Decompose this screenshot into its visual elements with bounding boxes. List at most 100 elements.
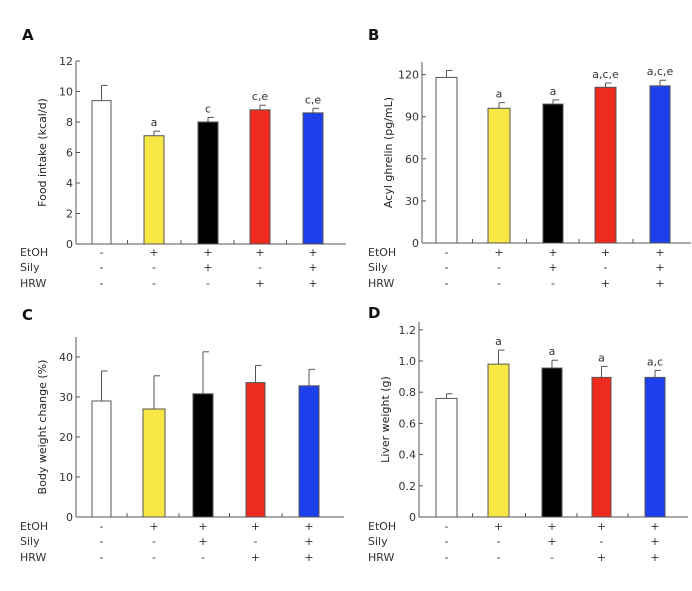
- bar: [487, 363, 510, 518]
- treatment-mark: -: [445, 261, 449, 274]
- y-tick-label: 1.2: [399, 324, 417, 337]
- treatment-mark: +: [308, 246, 317, 259]
- treatment-mark: -: [600, 535, 604, 548]
- bar: [142, 408, 166, 518]
- treatment-mark: +: [203, 261, 212, 274]
- treatment-label: HRW: [368, 277, 394, 290]
- treatment-mark: -: [152, 277, 156, 290]
- y-tick-label: 2: [66, 208, 73, 221]
- treatment-mark: +: [655, 277, 664, 290]
- treatment-mark: +: [494, 520, 503, 533]
- significance-label: c,e: [252, 90, 269, 103]
- y-tick-label: 10: [59, 471, 73, 484]
- panel-b: B 0 30 60 90 120 Acyl ghrelin (pg/mL) a a a,c,e a,…: [368, 26, 691, 290]
- y-tick-label: 4: [66, 177, 73, 190]
- treatment-mark: -: [100, 520, 104, 533]
- treatment-label: HRW: [20, 277, 46, 290]
- y-tick-label: 0.6: [399, 417, 417, 430]
- treatment-label: Sily: [20, 261, 40, 274]
- treatment-mark: -: [100, 261, 104, 274]
- treatment-label: EtOH: [20, 246, 48, 259]
- treatment-mark: +: [251, 520, 260, 533]
- treatment-mark: +: [597, 520, 606, 533]
- treatment-mark: +: [304, 520, 313, 533]
- y-axis-label: Liver weight (g): [379, 376, 392, 463]
- bar: [542, 103, 564, 244]
- treatment-mark: -: [201, 551, 205, 564]
- treatment-mark: +: [597, 551, 606, 564]
- treatment-label: EtOH: [20, 520, 48, 533]
- treatment-mark: -: [604, 261, 608, 274]
- treatment-label: HRW: [368, 551, 394, 564]
- treatment-mark: +: [650, 551, 659, 564]
- treatment-mark: +: [203, 246, 212, 259]
- treatment-mark: +: [251, 551, 260, 564]
- treatment-mark: +: [308, 261, 317, 274]
- treatment-mark: +: [198, 520, 207, 533]
- treatment-mark: +: [308, 277, 317, 290]
- treatment-mark: -: [100, 246, 104, 259]
- treatment-mark: -: [497, 261, 501, 274]
- panel-letter: C: [22, 306, 33, 324]
- treatment-mark: +: [601, 277, 610, 290]
- treatment-mark: -: [152, 551, 156, 564]
- y-tick-label: 8: [66, 116, 73, 129]
- y-tick-label: 120: [398, 69, 419, 82]
- y-tick-label: 30: [59, 391, 73, 404]
- treatment-mark: +: [650, 520, 659, 533]
- panel-letter: A: [22, 26, 34, 44]
- bar: [192, 393, 214, 518]
- treatment-mark: +: [548, 261, 557, 274]
- treatment-mark: -: [445, 277, 449, 290]
- treatment-mark: -: [152, 535, 156, 548]
- treatment-mark: +: [149, 520, 158, 533]
- y-tick-label: 0.8: [399, 386, 417, 399]
- treatment-label: EtOH: [368, 520, 396, 533]
- treatment-mark: -: [445, 520, 449, 533]
- treatment-mark: -: [100, 535, 104, 548]
- treatment-mark: -: [497, 277, 501, 290]
- y-tick-label: 20: [59, 431, 73, 444]
- significance-label: a,c: [647, 355, 663, 368]
- treatment-mark: +: [547, 535, 556, 548]
- bar: [197, 121, 219, 245]
- bar: [245, 382, 266, 518]
- bar: [249, 109, 271, 245]
- treatment-mark: -: [445, 246, 449, 259]
- significance-label: a: [151, 116, 158, 129]
- significance-label: a,c,e: [647, 65, 674, 78]
- y-tick-label: 10: [59, 86, 73, 99]
- significance-label: a: [550, 85, 557, 98]
- treatment-mark: -: [445, 551, 449, 564]
- treatment-mark: +: [548, 246, 557, 259]
- y-axis-label: Food intake (kcal/d): [36, 98, 49, 207]
- treatment-mark: -: [254, 535, 258, 548]
- bar: [649, 85, 671, 244]
- significance-label: c: [205, 102, 211, 115]
- treatment-mark: -: [100, 551, 104, 564]
- panel-letter: D: [368, 304, 380, 322]
- significance-label: c,e: [305, 93, 322, 106]
- bar: [435, 76, 458, 244]
- y-tick-label: 6: [66, 147, 73, 160]
- bar: [541, 367, 563, 518]
- bar: [302, 112, 324, 245]
- treatment-mark: -: [152, 261, 156, 274]
- bar: [644, 376, 666, 518]
- treatment-mark: -: [100, 277, 104, 290]
- treatment-mark: +: [255, 246, 264, 259]
- treatment-mark: +: [601, 246, 610, 259]
- treatment-mark: -: [550, 551, 554, 564]
- significance-label: a: [496, 88, 503, 101]
- y-tick-label: 30: [405, 195, 419, 208]
- treatment-mark: -: [497, 551, 501, 564]
- y-tick-label: 0.4: [399, 449, 417, 462]
- y-tick-label: 0.2: [399, 480, 417, 493]
- treatment-mark: -: [445, 535, 449, 548]
- y-tick-label: 1.0: [399, 355, 417, 368]
- y-tick-label: 90: [405, 111, 419, 124]
- bar: [594, 86, 617, 244]
- panel-d: D 0 0.2 0.4 0.6 0.8 1.0 1.2 Liver weight (g) a a a a…: [368, 304, 688, 564]
- y-axis-label: Body weight change (%): [36, 360, 49, 495]
